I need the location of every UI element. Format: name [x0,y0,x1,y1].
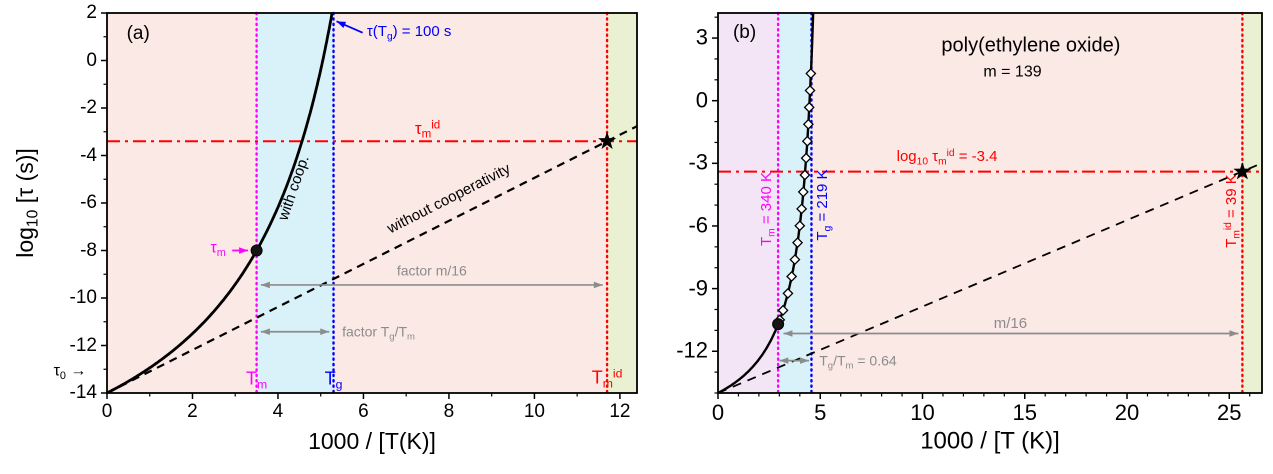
dielectric-data-points [800,152,812,164]
dielectric-data-points [805,68,817,80]
arrowhead [593,281,603,289]
arrowhead [260,328,270,336]
dielectric-data-points [786,270,798,283]
dielectric-data-points [789,254,801,266]
arrowhead [320,328,330,336]
arrowhead [336,21,347,28]
panel-a [101,11,638,399]
arrhenius-line [718,162,1262,393]
axes-frame [717,12,1263,394]
ideal-melting-band [607,13,637,393]
dielectric-data-points [801,135,813,147]
without-cooperativity-line [107,125,637,393]
tau-m-point [772,318,785,331]
dielectric-data-points [794,220,806,232]
panel-b [712,11,1263,399]
with-cooperativity-curve [107,13,334,393]
arrowhead [783,330,793,337]
dielectric-data-points [777,304,789,316]
dielectric-data-points [799,169,811,181]
dielectric-data-points [804,84,816,96]
arrowhead [800,357,810,364]
dielectric-data-points [792,237,804,249]
dielectric-data-points [802,118,814,130]
tau-m-point [250,244,263,257]
arrowhead [1229,330,1239,337]
above-melting-band [718,13,779,393]
dielectric-data-points [796,203,808,215]
arrowhead [239,247,249,254]
supercooled-band [778,13,812,393]
arrowhead [260,281,270,289]
dielectric-data-points [803,101,815,113]
dielectric-data-points [782,287,794,299]
plot-background [107,13,637,393]
arrowhead [779,357,789,364]
tau-m-id-star [598,131,617,149]
dielectric-data-points [797,186,809,198]
tau-m-id-star [1233,162,1252,180]
ideal-melting-band [1242,13,1262,393]
